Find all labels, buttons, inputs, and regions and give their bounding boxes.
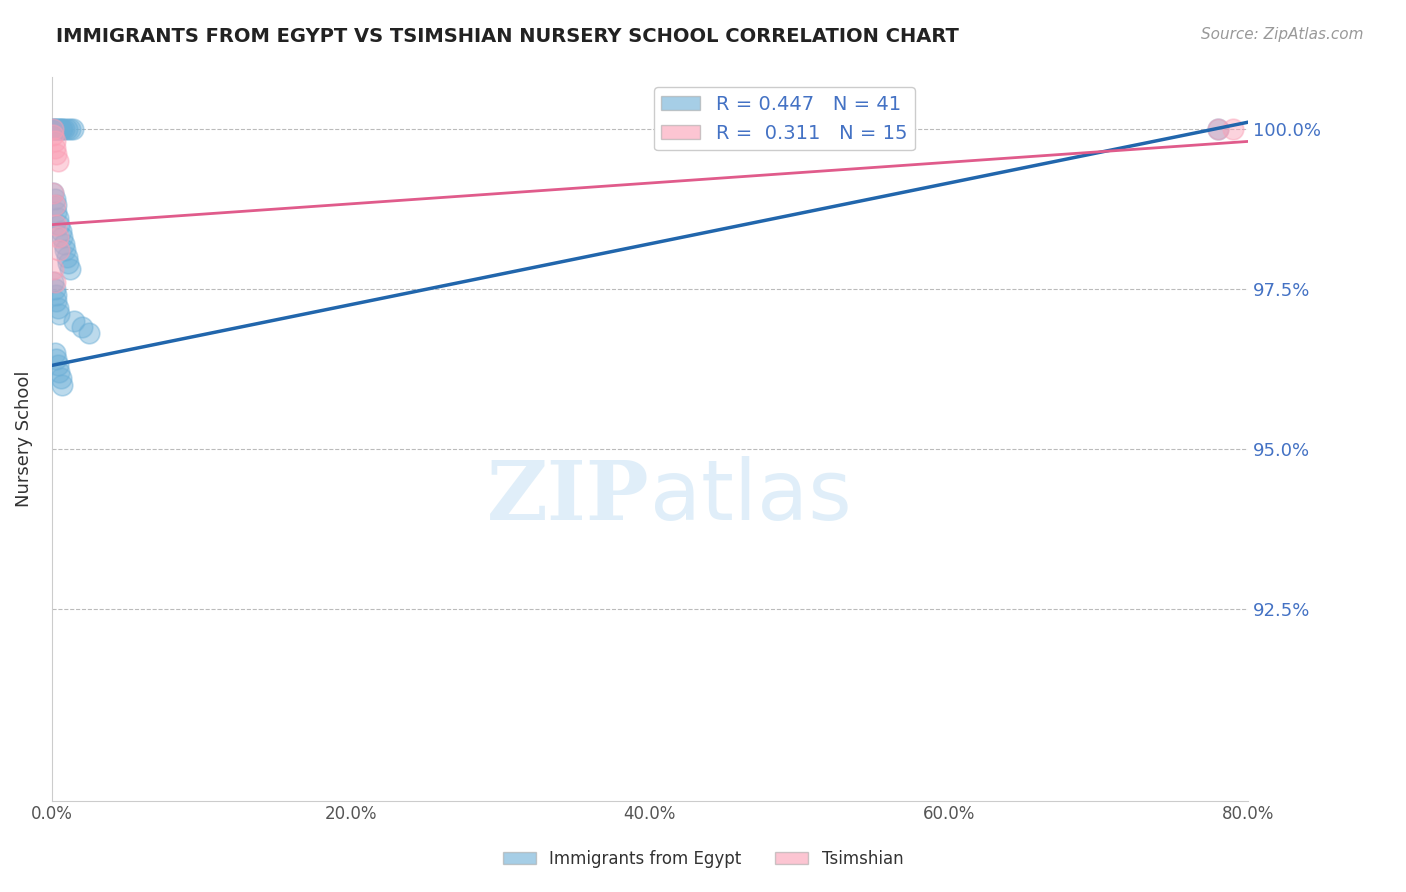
- Point: [1222, 121, 1244, 136]
- Point: [46, 301, 69, 315]
- Point: [59, 262, 82, 277]
- Point: [77, 326, 100, 341]
- Point: [46, 153, 69, 168]
- Point: [42, 275, 65, 289]
- Point: [46, 359, 69, 373]
- Point: [1206, 121, 1229, 136]
- Point: [62, 121, 84, 136]
- Y-axis label: Nursery School: Nursery School: [15, 371, 32, 508]
- Point: [42, 121, 65, 136]
- Point: [45, 147, 67, 161]
- Text: ZIP: ZIP: [486, 457, 650, 537]
- Text: atlas: atlas: [650, 457, 852, 537]
- Point: [45, 288, 67, 302]
- Point: [42, 121, 65, 136]
- Point: [1206, 121, 1229, 136]
- Point: [45, 294, 67, 309]
- Legend: Immigrants from Egypt, Tsimshian: Immigrants from Egypt, Tsimshian: [496, 844, 910, 875]
- Point: [45, 198, 67, 212]
- Point: [58, 256, 80, 270]
- Point: [44, 282, 66, 296]
- Text: Source: ZipAtlas.com: Source: ZipAtlas.com: [1201, 27, 1364, 42]
- Point: [44, 198, 66, 212]
- Point: [44, 135, 66, 149]
- Point: [44, 121, 66, 136]
- Point: [48, 121, 70, 136]
- Point: [45, 352, 67, 367]
- Point: [51, 121, 73, 136]
- Point: [52, 121, 75, 136]
- Point: [63, 313, 86, 327]
- Point: [42, 121, 65, 136]
- Point: [48, 218, 70, 232]
- Point: [49, 224, 72, 238]
- Point: [44, 141, 66, 155]
- Point: [55, 121, 77, 136]
- Point: [51, 230, 73, 244]
- Point: [44, 192, 66, 206]
- Point: [42, 262, 65, 277]
- Point: [42, 128, 65, 142]
- Point: [48, 307, 70, 321]
- Point: [48, 244, 70, 258]
- Point: [45, 218, 67, 232]
- Point: [44, 275, 66, 289]
- Point: [51, 377, 73, 392]
- Point: [46, 121, 69, 136]
- Point: [53, 244, 76, 258]
- Point: [70, 320, 93, 334]
- Point: [44, 345, 66, 359]
- Point: [45, 121, 67, 136]
- Point: [55, 250, 77, 264]
- Point: [42, 186, 65, 200]
- Point: [45, 204, 67, 219]
- Point: [59, 121, 82, 136]
- Point: [49, 371, 72, 385]
- Point: [42, 186, 65, 200]
- Point: [46, 230, 69, 244]
- Point: [52, 236, 75, 251]
- Point: [49, 121, 72, 136]
- Legend: R = 0.447   N = 41, R =  0.311   N = 15: R = 0.447 N = 41, R = 0.311 N = 15: [654, 87, 915, 151]
- Point: [46, 211, 69, 226]
- Point: [48, 365, 70, 379]
- Text: IMMIGRANTS FROM EGYPT VS TSIMSHIAN NURSERY SCHOOL CORRELATION CHART: IMMIGRANTS FROM EGYPT VS TSIMSHIAN NURSE…: [56, 27, 959, 45]
